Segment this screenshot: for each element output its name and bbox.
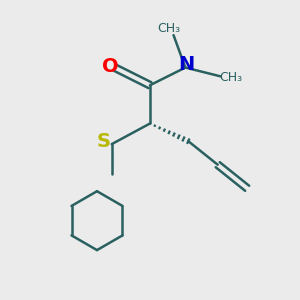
Text: CH₃: CH₃ [158,22,181,35]
Text: S: S [97,132,110,151]
Text: O: O [102,57,119,76]
Text: CH₃: CH₃ [219,71,242,84]
Text: N: N [179,55,195,74]
